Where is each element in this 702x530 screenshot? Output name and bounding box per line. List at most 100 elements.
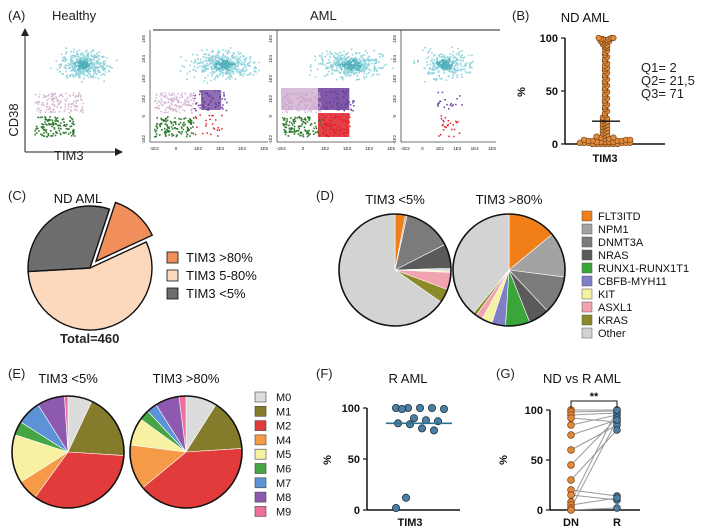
panel-G-pair-line: [570, 410, 618, 413]
flow-plot-4: -1E2 0 1E2 1E3 1E4 1E5 1E5 1E4 1E3 1E2 0 -1E2: [392, 30, 496, 151]
panel-C-legend-swatch: [166, 251, 179, 264]
tim3-arrow-head: [115, 148, 123, 156]
cd38-mid-population: [281, 92, 322, 114]
panel-D-legend-swatch: [581, 210, 593, 222]
panel-F-ytick-label: 50: [348, 454, 360, 466]
panel-B-ytick-label: 100: [540, 33, 558, 45]
y-tick-label: 1E2: [268, 95, 273, 104]
panel-C-legend-label: TIM3 >80%: [186, 250, 253, 265]
panel-E-legend-swatch: [254, 448, 267, 460]
panel-E-legend-label: M5: [276, 449, 291, 461]
panel-G-r-point: [613, 426, 621, 434]
panel-G-dn-point: [567, 431, 575, 439]
y-tick-label: 1E4: [392, 55, 397, 64]
panel-D-legend-label: Other: [598, 328, 626, 340]
x-tick-label: 1E4: [471, 146, 480, 151]
panel-G-pair-line: [570, 412, 618, 416]
panel-D-legend-swatch: [581, 275, 593, 287]
panel-G-r-point: [613, 494, 621, 502]
panel-E-legend-label: M1: [276, 406, 291, 418]
cd38-mid-population: [34, 92, 84, 114]
panel-D-pie-2-outline: [452, 213, 566, 327]
x-tick-label: 1E3: [453, 146, 462, 151]
panel-F-point: [429, 426, 438, 435]
panel-B-label: (B): [512, 8, 529, 23]
cd38-low-population: [34, 116, 76, 138]
panel-G-pair-line: [570, 424, 618, 451]
panel-G-pair-line: [570, 497, 618, 506]
panel-F-point: [401, 493, 410, 502]
panel-E-legend-swatch: [254, 491, 267, 503]
y-tick-label: 1E5: [392, 35, 397, 44]
panel-C-label: (C): [8, 188, 26, 203]
panel-B-point: [610, 134, 617, 141]
panel-D-label: (D): [316, 188, 334, 203]
panel-B-ytick-label: 0: [552, 139, 558, 151]
x-tick-label: 1E4: [365, 146, 374, 151]
panel-F-ytick-label: 0: [354, 505, 360, 517]
panel-D-legend-label: KIT: [598, 289, 615, 301]
panel-D-pie-1-outline: [338, 213, 452, 327]
panel-D-legend-label: RUNX1-RUNX1T1: [598, 263, 689, 275]
cd38-high-core: [435, 58, 457, 71]
panel-F-point: [397, 404, 406, 413]
cd38-high-core: [338, 57, 363, 71]
panel-G-dn-point: [567, 491, 575, 499]
panel-G-title: ND vs R AML: [543, 371, 621, 386]
flow-plot-1: [34, 47, 118, 138]
panel-F-label: (F): [316, 366, 333, 381]
x-tick-label: 0: [175, 146, 178, 151]
panel-G-label: (G): [496, 366, 515, 381]
panel-E-legend-label: M8: [276, 492, 291, 504]
panel-G-r-point: [613, 416, 621, 424]
panel-E-pie-2-outline: [129, 395, 243, 509]
tim3-positive-cd38-mid-cells: [437, 91, 463, 110]
y-tick-label: 1E5: [268, 35, 273, 44]
panel-D: (D) TIM3 <5% TIM3 >80% FLT3ITDNPM1DNMT3ANRA…: [316, 188, 689, 340]
panel-E-legend-swatch: [254, 506, 267, 517]
panel-G-ylabel: %: [498, 455, 510, 465]
panel-F-ytick-label: 100: [342, 403, 360, 415]
panel-C-slice-2: [27, 205, 111, 273]
panel-B-xlabel: TIM3: [592, 153, 617, 165]
panel-D-legend-swatch: [581, 223, 593, 235]
panel-F-ylabel: %: [322, 455, 334, 465]
panel-E-pie-1-outline: [11, 395, 125, 509]
panel-F-point: [409, 414, 418, 423]
panel-G-pair-line: [570, 419, 618, 509]
panel-B-quartile-label: Q1= 2: [641, 60, 677, 75]
panel-D-legend-swatch: [581, 327, 593, 339]
panel-E-legend-label: M4: [276, 435, 291, 447]
x-tick-label: -1E2: [400, 146, 410, 151]
x-tick-label: 1E2: [436, 146, 445, 151]
panel-F-title: R AML: [388, 371, 427, 386]
panel-D-legend-label: CBFB-MYH11: [598, 276, 667, 288]
panel-D-legend-label: NPM1: [598, 224, 629, 236]
panel-G-dn-point: [567, 506, 575, 514]
x-tick-label: 0: [421, 146, 424, 151]
panel-E: (E) TIM3 <5% TIM3 >80% M0 M1 M2 M4 M5 M6 M7 M8 M9: [8, 366, 291, 518]
panel-C-legend-label: TIM3 <5%: [186, 286, 246, 301]
panel-G-dn-point: [567, 414, 575, 422]
panel-C-slice-0: [94, 201, 154, 263]
panel-B-title: ND AML: [561, 10, 609, 25]
tim3-positive-cd38-mid-cells: [193, 90, 228, 112]
panel-D-legend-swatch: [581, 249, 593, 261]
y-tick-label: 0: [392, 115, 397, 118]
x-tick-label: 0: [302, 146, 305, 151]
healthy-group-label: Healthy: [52, 8, 97, 23]
x-tick-label: 1E5: [387, 146, 396, 151]
panel-D-legend-swatch: [581, 236, 593, 248]
x-tick-label: 1E3: [343, 146, 352, 151]
panel-B-point: [593, 133, 600, 140]
panel-D-legend-label: ASXL1: [598, 302, 632, 314]
panel-B-point: [627, 136, 634, 143]
panel-B-ylabel: %: [516, 87, 528, 97]
panel-B-point: [576, 139, 583, 146]
tim3-positive-cd38-mid-cells: [323, 90, 355, 112]
y-tick-label: -1E2: [141, 135, 146, 145]
panel-G-pair-line: [570, 414, 618, 426]
y-tick-label: 1E3: [141, 75, 146, 84]
panel-D-subtitle: TIM3 <5%: [365, 192, 425, 207]
panel-G-pair-line: [570, 507, 618, 511]
